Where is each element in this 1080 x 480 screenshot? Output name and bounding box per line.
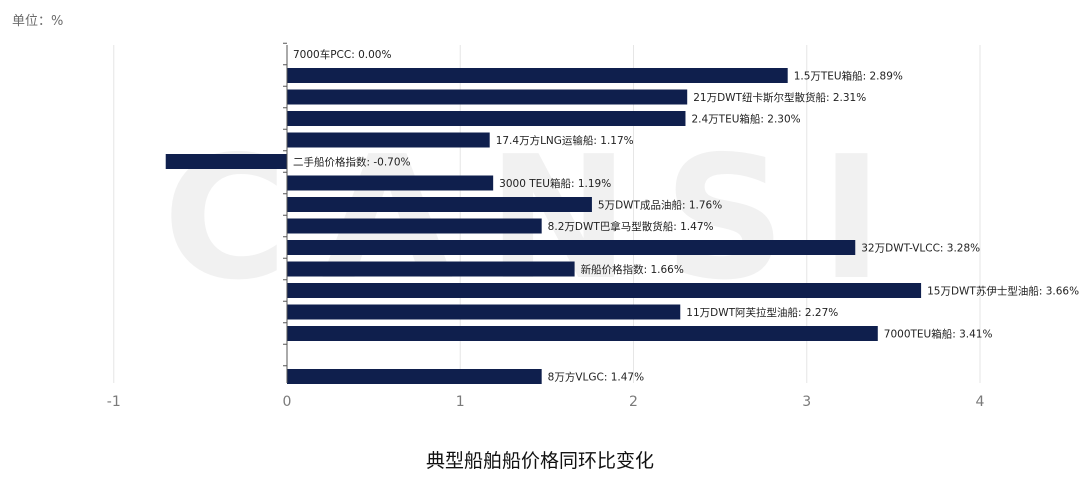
bar-15 — [287, 369, 542, 384]
bar-3 — [287, 111, 686, 126]
bar-6 — [287, 175, 494, 191]
bar-1 — [287, 68, 788, 83]
data-label-3: 2.4万TEU箱船: 2.30% — [691, 113, 800, 126]
data-label-0: 7000车PCC: 0.00% — [293, 48, 391, 61]
data-label-13: 7000TEU箱船: 3.41% — [884, 328, 993, 341]
data-label-2: 21万DWT纽卡斯尔型散货船: 2.31% — [693, 91, 866, 104]
bar-7 — [287, 197, 592, 212]
bar-5 — [165, 154, 287, 169]
x-tick-label-3: 2 — [629, 394, 638, 410]
bar-4 — [287, 132, 490, 148]
unit-label: 单位：% — [12, 14, 64, 29]
data-label-7: 5万DWT成品油船: 1.76% — [598, 199, 722, 212]
data-label-9: 32万DWT-VLCC: 3.28% — [861, 243, 980, 255]
x-tick-label-1: 0 — [283, 394, 292, 410]
data-label-15: 8万方VLGC: 1.47% — [548, 371, 644, 384]
bar-9 — [287, 240, 856, 255]
data-label-12: 11万DWT阿芙拉型油船: 2.27% — [686, 306, 838, 319]
bar-13 — [287, 326, 878, 341]
x-tick-label-5: 4 — [976, 394, 985, 410]
bar-11 — [287, 283, 922, 298]
data-label-11: 15万DWT苏伊士型油船: 3.66% — [927, 285, 1079, 298]
data-label-10: 新船价格指数: 1.66% — [581, 263, 684, 276]
x-tick-label-2: 1 — [456, 394, 465, 410]
x-tick-label-0: -1 — [107, 394, 121, 410]
data-label-4: 17.4万方LNG运输船: 1.17% — [496, 134, 634, 147]
bar-2 — [287, 89, 688, 105]
x-tick-label-4: 3 — [802, 394, 811, 410]
data-label-8: 8.2万DWT巴拿马型散货船: 1.47% — [548, 220, 714, 233]
data-label-1: 1.5万TEU箱船: 2.89% — [794, 70, 903, 83]
bar-8 — [287, 218, 542, 234]
chart-title: 典型船舶船价格同环比变化 — [425, 450, 654, 472]
data-label-5: 二手船价格指数: -0.70% — [293, 156, 411, 169]
bar-12 — [287, 304, 681, 320]
bar-10 — [287, 261, 575, 277]
data-label-6: 3000 TEU箱船: 1.19% — [499, 177, 611, 190]
